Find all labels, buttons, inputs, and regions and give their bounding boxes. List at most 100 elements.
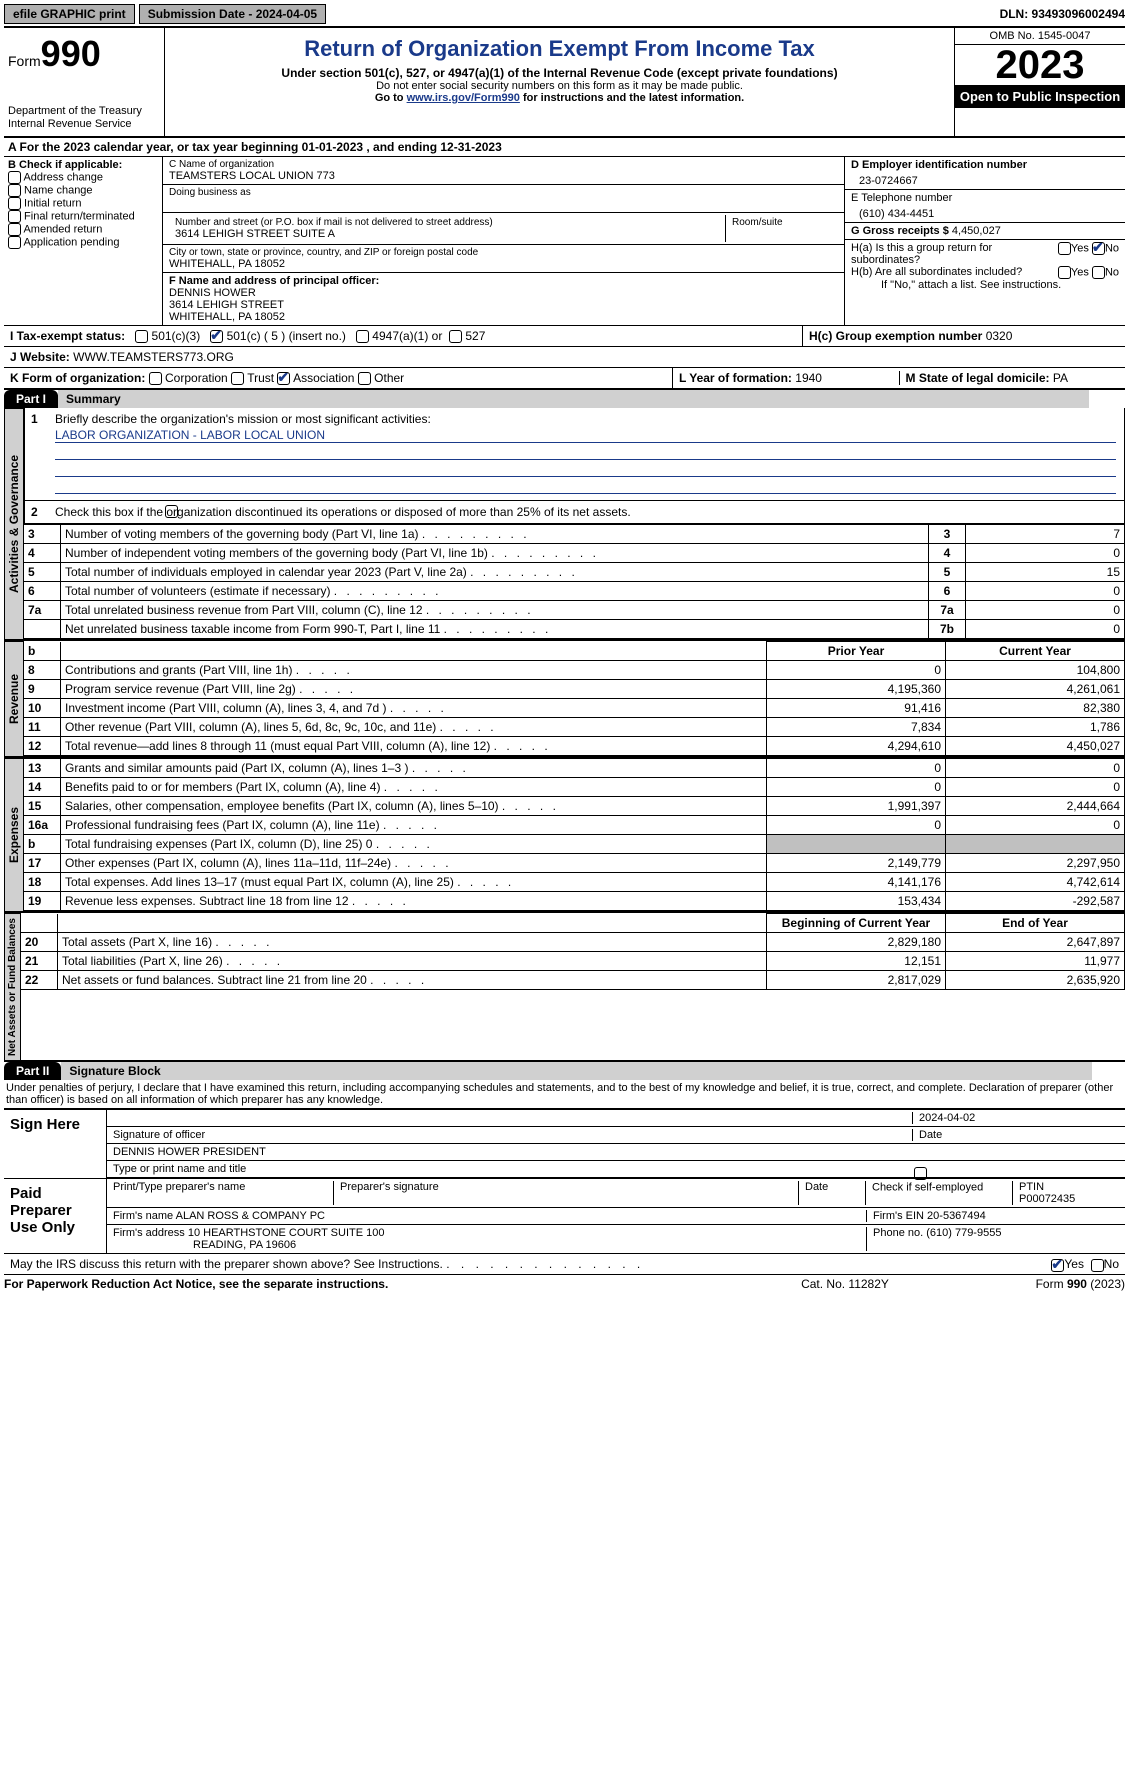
org-name-label: C Name of organization: [169, 159, 838, 170]
dln: DLN: 93493096002494: [1000, 7, 1125, 21]
boxb-checkbox[interactable]: [8, 197, 21, 210]
form-subtitle: Under section 501(c), 527, or 4947(a)(1)…: [173, 66, 946, 80]
sign-here-label: Sign Here: [4, 1110, 107, 1178]
boxb-checkbox[interactable]: [8, 236, 21, 249]
phone-label: E Telephone number: [851, 192, 1119, 204]
527-checkbox[interactable]: [449, 330, 462, 343]
boxb-checkbox[interactable]: [8, 210, 21, 223]
form-number: Form990: [8, 32, 158, 75]
other-checkbox[interactable]: [358, 372, 371, 385]
address: 3614 LEHIGH STREET SUITE A: [175, 228, 719, 240]
firm-phone: (610) 779-9555: [926, 1227, 1001, 1239]
discuss-row: May the IRS discuss this return with the…: [4, 1253, 1125, 1274]
ha-label: H(a) Is this a group return for subordin…: [851, 242, 1058, 266]
corp-checkbox[interactable]: [149, 372, 162, 385]
paid-preparer-label: Paid Preparer Use Only: [4, 1179, 107, 1253]
firm-phone-label: Phone no.: [873, 1227, 926, 1239]
irs-link[interactable]: www.irs.gov/Form990: [407, 92, 520, 104]
firm-addr1: 10 HEARTHSTONE COURT SUITE 100: [188, 1227, 385, 1239]
501c3-checkbox[interactable]: [135, 330, 148, 343]
governance-section: Activities & Governance 1 Briefly descri…: [4, 408, 1125, 641]
hb-no-checkbox[interactable]: [1092, 266, 1105, 279]
self-employed-checkbox[interactable]: [914, 1167, 927, 1180]
boxb-checkbox[interactable]: [8, 184, 21, 197]
firm-ein-label: Firm's EIN: [873, 1210, 927, 1222]
sig-officer-label: Signature of officer: [113, 1129, 912, 1141]
domicile-label: M State of legal domicile:: [906, 371, 1050, 385]
assoc-checkbox[interactable]: [277, 372, 290, 385]
governance-label: Activities & Governance: [4, 408, 24, 639]
form-org-label: K Form of organization:: [10, 371, 145, 385]
officer-addr2: WHITEHALL, PA 18052: [169, 311, 838, 323]
phone-value: (610) 434-4451: [851, 204, 1119, 220]
tax-year: 2023: [955, 45, 1125, 85]
firm-name: ALAN ROSS & COMPANY PC: [176, 1210, 325, 1222]
q2: Check this box if the organization disco…: [55, 505, 631, 519]
revenue-label: Revenue: [4, 641, 24, 756]
officer-name: DENNIS HOWER: [169, 287, 838, 299]
part2-header: Part IISignature Block: [4, 1062, 1125, 1080]
sig-date: 2024-04-02: [912, 1112, 1119, 1124]
sig-date-label: Date: [912, 1129, 1119, 1141]
instructions-note: Go to www.irs.gov/Form990 for instructio…: [173, 92, 946, 104]
hc-value: 0320: [986, 329, 1013, 343]
firm-addr-label: Firm's address: [113, 1227, 188, 1239]
netassets-label: Net Assets or Fund Balances: [4, 913, 21, 1060]
hb-label: H(b) Are all subordinates included?: [851, 266, 1058, 279]
ssn-note: Do not enter social security numbers on …: [173, 80, 946, 92]
prep-date-label: Date: [799, 1181, 866, 1205]
mission: LABOR ORGANIZATION - LABOR LOCAL UNION: [55, 428, 1116, 443]
revenue-section: Revenue bPrior YearCurrent Year8Contribu…: [4, 641, 1125, 758]
year-formation: 1940: [795, 371, 822, 385]
hb-yes-checkbox[interactable]: [1058, 266, 1071, 279]
discuss-no-checkbox[interactable]: [1091, 1259, 1104, 1272]
ha-yes-checkbox[interactable]: [1058, 242, 1071, 255]
tax-status-label: I Tax-exempt status:: [10, 329, 125, 343]
org-name: TEAMSTERS LOCAL UNION 773: [169, 170, 838, 182]
open-to-public: Open to Public Inspection: [955, 85, 1125, 108]
year-formation-label: L Year of formation:: [679, 371, 792, 385]
officer-label: F Name and address of principal officer:: [169, 275, 838, 287]
pra-notice: For Paperwork Reduction Act Notice, see …: [4, 1277, 745, 1291]
boxb-checkbox[interactable]: [8, 171, 21, 184]
gross-receipts-label: G Gross receipts $: [851, 225, 949, 237]
q2-checkbox[interactable]: [165, 505, 178, 518]
501c-checkbox[interactable]: [210, 330, 223, 343]
prep-sig-label: Preparer's signature: [334, 1181, 799, 1205]
form-title: Return of Organization Exempt From Incom…: [173, 36, 946, 62]
q1-label: Briefly describe the organization's miss…: [55, 412, 431, 426]
row-i: I Tax-exempt status: 501(c)(3) 501(c) ( …: [4, 326, 1125, 347]
prep-name-label: Print/Type preparer's name: [113, 1181, 334, 1205]
hb-note: If "No," attach a list. See instructions…: [851, 279, 1119, 291]
firm-ein: 20-5367494: [927, 1210, 986, 1222]
dept-treasury: Department of the Treasury Internal Reve…: [8, 105, 158, 131]
form-header: Form990 Department of the Treasury Inter…: [4, 28, 1125, 138]
netassets-section: Net Assets or Fund Balances Beginning of…: [4, 913, 1125, 1062]
gross-receipts-value: 4,450,027: [952, 225, 1001, 237]
ptin-label: PTIN: [1019, 1181, 1119, 1193]
jurat: Under penalties of perjury, I declare th…: [4, 1080, 1125, 1108]
submission-date: Submission Date - 2024-04-05: [139, 4, 326, 24]
city-label: City or town, state or province, country…: [169, 247, 838, 258]
hc-label: H(c) Group exemption number: [809, 329, 986, 343]
footer: For Paperwork Reduction Act Notice, see …: [4, 1274, 1125, 1291]
website-value: WWW.TEAMSTERS773.ORG: [73, 350, 234, 364]
box-b-title: B Check if applicable:: [8, 159, 158, 171]
trust-checkbox[interactable]: [231, 372, 244, 385]
room-label: Room/suite: [732, 217, 832, 228]
top-bar: efile GRAPHIC print Submission Date - 20…: [4, 4, 1125, 28]
ha-no-checkbox[interactable]: [1092, 242, 1105, 255]
boxb-checkbox[interactable]: [8, 223, 21, 236]
type-name-label: Type or print name and title: [113, 1163, 246, 1175]
address-label: Number and street (or P.O. box if mail i…: [175, 217, 719, 228]
cat-no: Cat. No. 11282Y: [745, 1277, 945, 1291]
discuss-yes-checkbox[interactable]: [1051, 1259, 1064, 1272]
entity-info: B Check if applicable: Address change Na…: [4, 157, 1125, 326]
officer-name-title: DENNIS HOWER PRESIDENT: [113, 1146, 266, 1158]
expenses-label: Expenses: [4, 758, 24, 911]
row-k: K Form of organization: Corporation Trus…: [4, 368, 1125, 390]
website-label: J Website:: [10, 350, 73, 364]
efile-button[interactable]: efile GRAPHIC print: [4, 4, 135, 24]
4947-checkbox[interactable]: [356, 330, 369, 343]
ein-label: D Employer identification number: [851, 159, 1119, 171]
